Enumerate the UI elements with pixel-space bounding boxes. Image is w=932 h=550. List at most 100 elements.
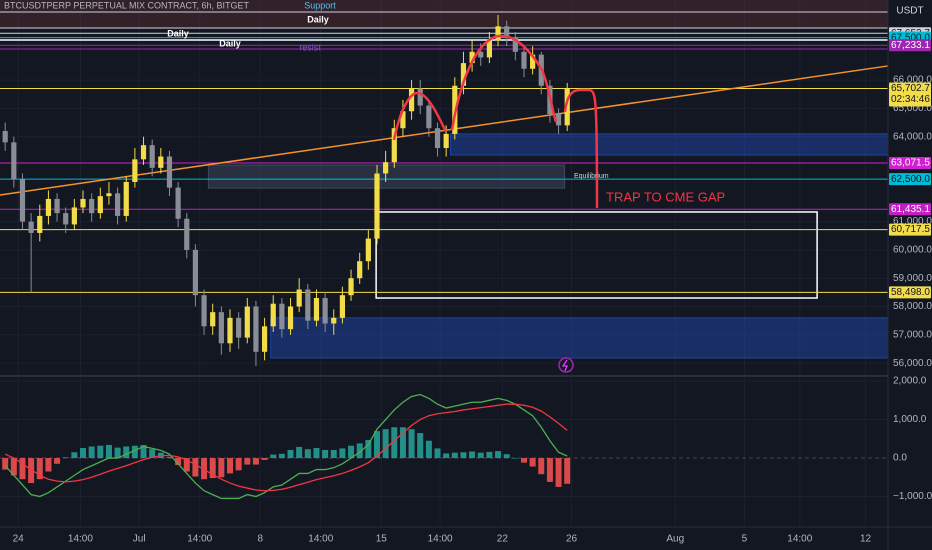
y-tick-label: 57,000.0 [893, 329, 932, 340]
level-label: 61,435.1 [891, 204, 930, 215]
pattern-drawing [392, 34, 599, 209]
histogram-bar [183, 458, 190, 472]
histogram-bar [62, 457, 69, 459]
histogram-bar [443, 453, 450, 459]
candle-body [287, 306, 294, 330]
histogram-bar [97, 445, 104, 459]
level-label-bg [889, 173, 931, 186]
histogram-bar [235, 458, 242, 471]
histogram-bar [261, 458, 268, 460]
x-tick-label: Aug [666, 534, 684, 545]
y-tick-label: 60,000.0 [893, 245, 932, 256]
histogram-bar [555, 458, 562, 487]
histogram-bar [339, 448, 346, 459]
histogram-bar [278, 453, 285, 459]
histogram-bar [520, 458, 527, 463]
candle-body [504, 26, 510, 38]
candle-body [236, 317, 242, 338]
histogram-bar [564, 458, 571, 484]
histogram-bar [226, 458, 233, 474]
candle-body [184, 218, 190, 250]
histogram-bar [54, 458, 61, 464]
y-tick-label: 64,000.0 [893, 131, 932, 142]
zone [375, 211, 818, 299]
candle-body [261, 326, 268, 352]
candle-body [331, 317, 337, 324]
histogram-bar [503, 454, 510, 459]
histogram-bar [88, 446, 95, 459]
candle-body [417, 88, 423, 106]
histogram-bar [252, 458, 259, 465]
level-label-bg [889, 156, 931, 169]
candle-body [192, 249, 199, 296]
zone [449, 133, 889, 156]
histogram-bar [486, 451, 493, 459]
candle-body [227, 317, 233, 344]
histogram-bar [477, 452, 484, 459]
histogram-bar [192, 458, 199, 477]
histogram-bar [512, 458, 519, 459]
level-label-bg [889, 39, 931, 52]
candle-body [313, 298, 320, 321]
histogram-bar [2, 458, 9, 470]
candle-body [253, 306, 259, 352]
annotation: Daily [219, 38, 241, 48]
histogram-bar [131, 445, 138, 459]
candle-body [305, 289, 311, 321]
y-tick-label: 58,000.0 [893, 301, 932, 312]
candle-body [132, 159, 138, 182]
histogram-bar [417, 433, 424, 459]
histogram-bar [166, 456, 173, 459]
candle-body [564, 88, 570, 126]
histogram-bar [10, 458, 17, 476]
candle-body [408, 88, 415, 112]
candle-body [175, 187, 181, 219]
candle-body [478, 51, 484, 58]
x-tick-label: 14:00 [428, 534, 453, 545]
histogram-bar [36, 458, 43, 480]
candle-body [71, 207, 77, 225]
y-tick-label: 56,000.0 [893, 358, 932, 369]
candle-body [166, 156, 173, 188]
chart-title: BTCUSDTPERP PERPETUAL MIX CONTRACT, 6h, … [4, 0, 250, 10]
candle-body [244, 306, 250, 338]
candle-body [218, 312, 224, 344]
x-tick-label: 14:00 [68, 534, 93, 545]
histogram-bar [399, 427, 406, 459]
candle-body [149, 145, 155, 168]
candle-body [2, 131, 8, 143]
candle-body [210, 312, 216, 327]
histogram-bar [425, 440, 432, 459]
y-tick-label: 1,000.0 [893, 414, 927, 425]
histogram-bar [218, 458, 225, 478]
y-tick-label: 0.0 [893, 453, 907, 464]
x-tick-label: 14:00 [187, 534, 212, 545]
level-label-bg [889, 82, 931, 107]
candle-body [11, 142, 17, 180]
histogram-bar [140, 444, 147, 459]
candle-body [201, 295, 207, 327]
level-label: 67,233.1 [891, 40, 930, 51]
histogram-bar [322, 449, 329, 459]
candle-body [97, 196, 103, 214]
histogram-bar [546, 458, 553, 482]
histogram-bar [391, 427, 398, 459]
y-tick-label: 65,000.0 [893, 103, 932, 114]
candle-body [434, 128, 441, 149]
histogram-bar [365, 439, 372, 459]
histogram-bar [244, 458, 251, 465]
histogram-bar [495, 451, 502, 459]
x-tick-label: 12 [860, 534, 872, 545]
level-label: 67,500.0 [891, 32, 930, 43]
signal-line [4, 403, 568, 492]
histogram-bar [175, 458, 182, 465]
histogram-bar [313, 448, 320, 459]
resistance-band [0, 0, 888, 28]
candle-body [279, 303, 285, 330]
y-tick-label: 2,000.0 [893, 376, 927, 387]
candle-body [365, 238, 371, 262]
candle-body [348, 278, 354, 296]
histogram-bar [330, 449, 337, 459]
candle-body [270, 303, 276, 327]
